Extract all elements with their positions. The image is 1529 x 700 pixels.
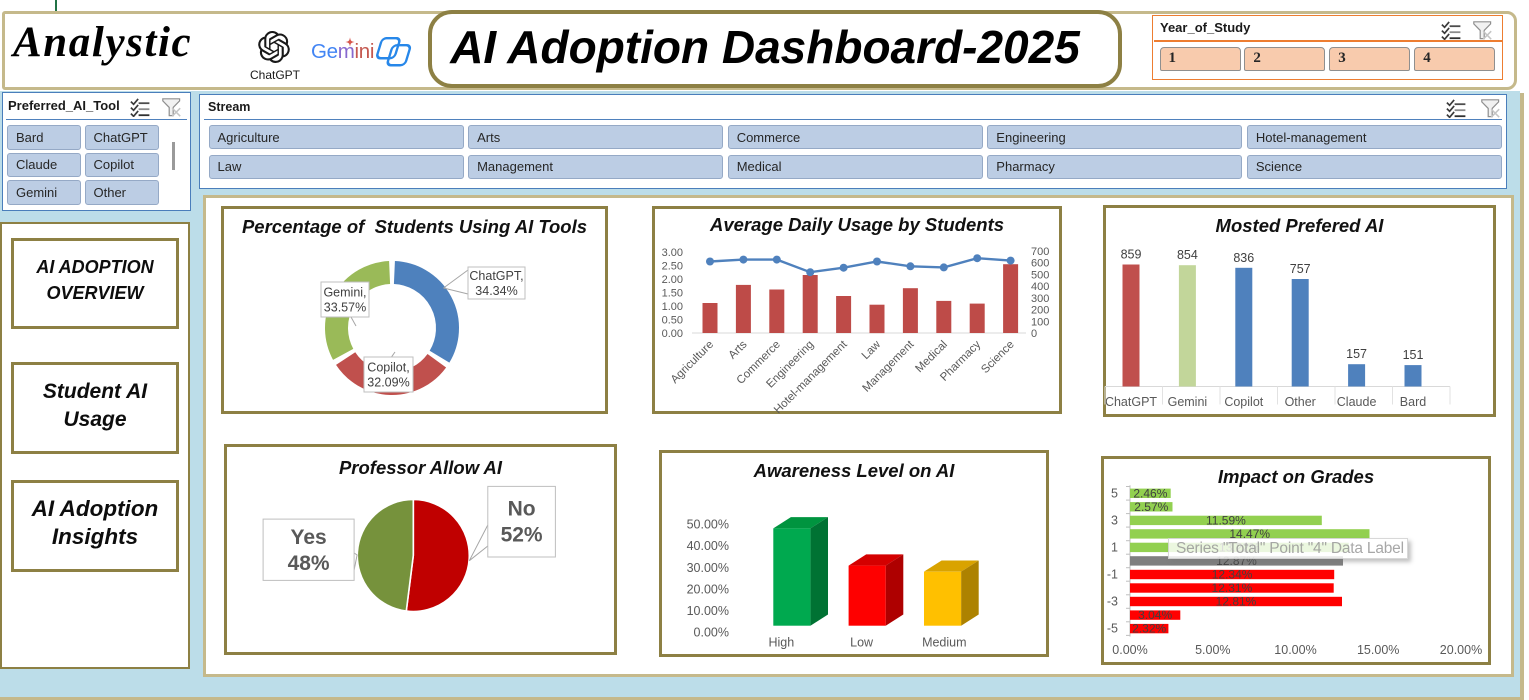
svg-text:3.04%: 3.04%	[1138, 608, 1172, 622]
svg-text:-3: -3	[1107, 595, 1118, 609]
svg-text:1.50: 1.50	[662, 288, 683, 300]
svg-text:11.59%: 11.59%	[1206, 513, 1246, 527]
svg-text:2.57%: 2.57%	[1134, 500, 1168, 514]
svg-text:Yes: Yes	[290, 526, 326, 549]
svg-text:No: No	[508, 498, 536, 521]
svg-text:836: 836	[1233, 251, 1254, 265]
svg-text:1.00: 1.00	[662, 301, 683, 313]
svg-text:Bard: Bard	[1400, 395, 1426, 409]
svg-text:32.09%: 32.09%	[367, 376, 409, 390]
svg-text:0.00%: 0.00%	[694, 625, 729, 639]
svg-text:12.34%: 12.34%	[1212, 568, 1253, 582]
svg-text:14.47%: 14.47%	[1229, 527, 1270, 541]
svg-text:12.31%: 12.31%	[1212, 581, 1253, 595]
svg-text:5: 5	[1111, 486, 1118, 500]
svg-text:Low: Low	[850, 636, 874, 650]
svg-text:Medium: Medium	[922, 636, 966, 650]
svg-text:34.34%: 34.34%	[475, 284, 517, 298]
svg-text:3: 3	[1111, 513, 1118, 527]
svg-text:100: 100	[1031, 316, 1049, 328]
svg-text:757: 757	[1290, 262, 1311, 276]
svg-text:52%: 52%	[501, 524, 543, 547]
svg-text:10.00%: 10.00%	[687, 604, 729, 618]
svg-text:15.00%: 15.00%	[1357, 643, 1399, 657]
svg-text:2.00: 2.00	[662, 274, 683, 286]
svg-text:40.00%: 40.00%	[687, 539, 729, 553]
svg-text:200: 200	[1031, 305, 1049, 317]
svg-text:Law: Law	[860, 338, 884, 362]
svg-text:2.50: 2.50	[662, 261, 683, 273]
svg-text:Other: Other	[1285, 395, 1316, 409]
svg-text:-1: -1	[1107, 568, 1118, 582]
svg-text:700: 700	[1031, 246, 1049, 258]
svg-text:High: High	[768, 636, 794, 650]
svg-text:0.00: 0.00	[662, 328, 683, 340]
svg-text:0.00%: 0.00%	[1112, 643, 1147, 657]
svg-text:Agriculture: Agriculture	[669, 339, 716, 386]
svg-text:151: 151	[1403, 348, 1424, 362]
svg-text:Gemini,: Gemini,	[323, 286, 366, 300]
svg-text:33.57%: 33.57%	[324, 301, 366, 315]
svg-text:Arts: Arts	[727, 338, 750, 361]
svg-text:30.00%: 30.00%	[687, 561, 729, 575]
svg-text:2.32%: 2.32%	[1132, 622, 1166, 636]
svg-text:500: 500	[1031, 269, 1049, 281]
svg-text:Science: Science	[979, 339, 1016, 376]
svg-text:50.00%: 50.00%	[687, 518, 729, 532]
svg-text:859: 859	[1121, 248, 1142, 262]
svg-text:1: 1	[1111, 540, 1118, 554]
svg-text:Copilot: Copilot	[1224, 395, 1263, 409]
svg-text:ChatGPT: ChatGPT	[1105, 395, 1157, 409]
svg-text:0: 0	[1031, 328, 1037, 340]
svg-text:5.00%: 5.00%	[1195, 643, 1230, 657]
svg-text:20.00%: 20.00%	[687, 582, 729, 596]
svg-text:ChatGPT,: ChatGPT,	[469, 269, 523, 283]
svg-text:Copilot,: Copilot,	[367, 361, 409, 375]
svg-text:854: 854	[1177, 248, 1198, 262]
svg-text:Claude: Claude	[1337, 395, 1377, 409]
svg-text:12.81%: 12.81%	[1216, 595, 1257, 609]
svg-text:157: 157	[1346, 347, 1367, 361]
svg-text:48%: 48%	[288, 552, 330, 575]
svg-text:-5: -5	[1107, 622, 1118, 636]
svg-text:10.00%: 10.00%	[1274, 643, 1316, 657]
svg-text:20.00%: 20.00%	[1440, 643, 1482, 657]
svg-text:Gemini: Gemini	[1168, 395, 1208, 409]
svg-text:600: 600	[1031, 258, 1049, 270]
svg-text:0.50: 0.50	[662, 315, 683, 327]
svg-text:3.00: 3.00	[662, 247, 683, 259]
svg-text:300: 300	[1031, 293, 1049, 305]
svg-text:2.46%: 2.46%	[1133, 486, 1167, 500]
svg-text:400: 400	[1031, 281, 1049, 293]
